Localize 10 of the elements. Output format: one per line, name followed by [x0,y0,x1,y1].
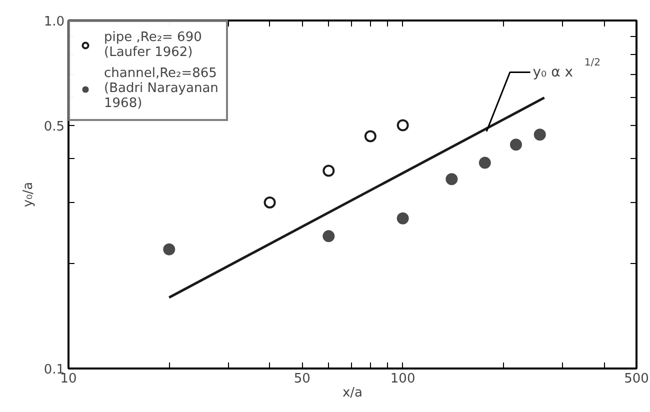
annotation: y₀ α x1/2 [532,57,600,80]
legend-label: pipe ,Re₂= 690 (Laufer 1962) [104,30,202,60]
y-tick-label: 0.5 [44,119,65,134]
x-tick-label: 500 [624,372,649,386]
x-tick-label: 100 [390,372,416,386]
y-axis-title: y₀/a [20,182,36,208]
x-axis-title: x/a [342,386,363,400]
y-tick-label: 1.0 [44,14,65,30]
legend-label: channel,Re₂=865 (Badri Narayanan 1968) [104,66,218,111]
x-tick-label: 50 [294,372,310,386]
